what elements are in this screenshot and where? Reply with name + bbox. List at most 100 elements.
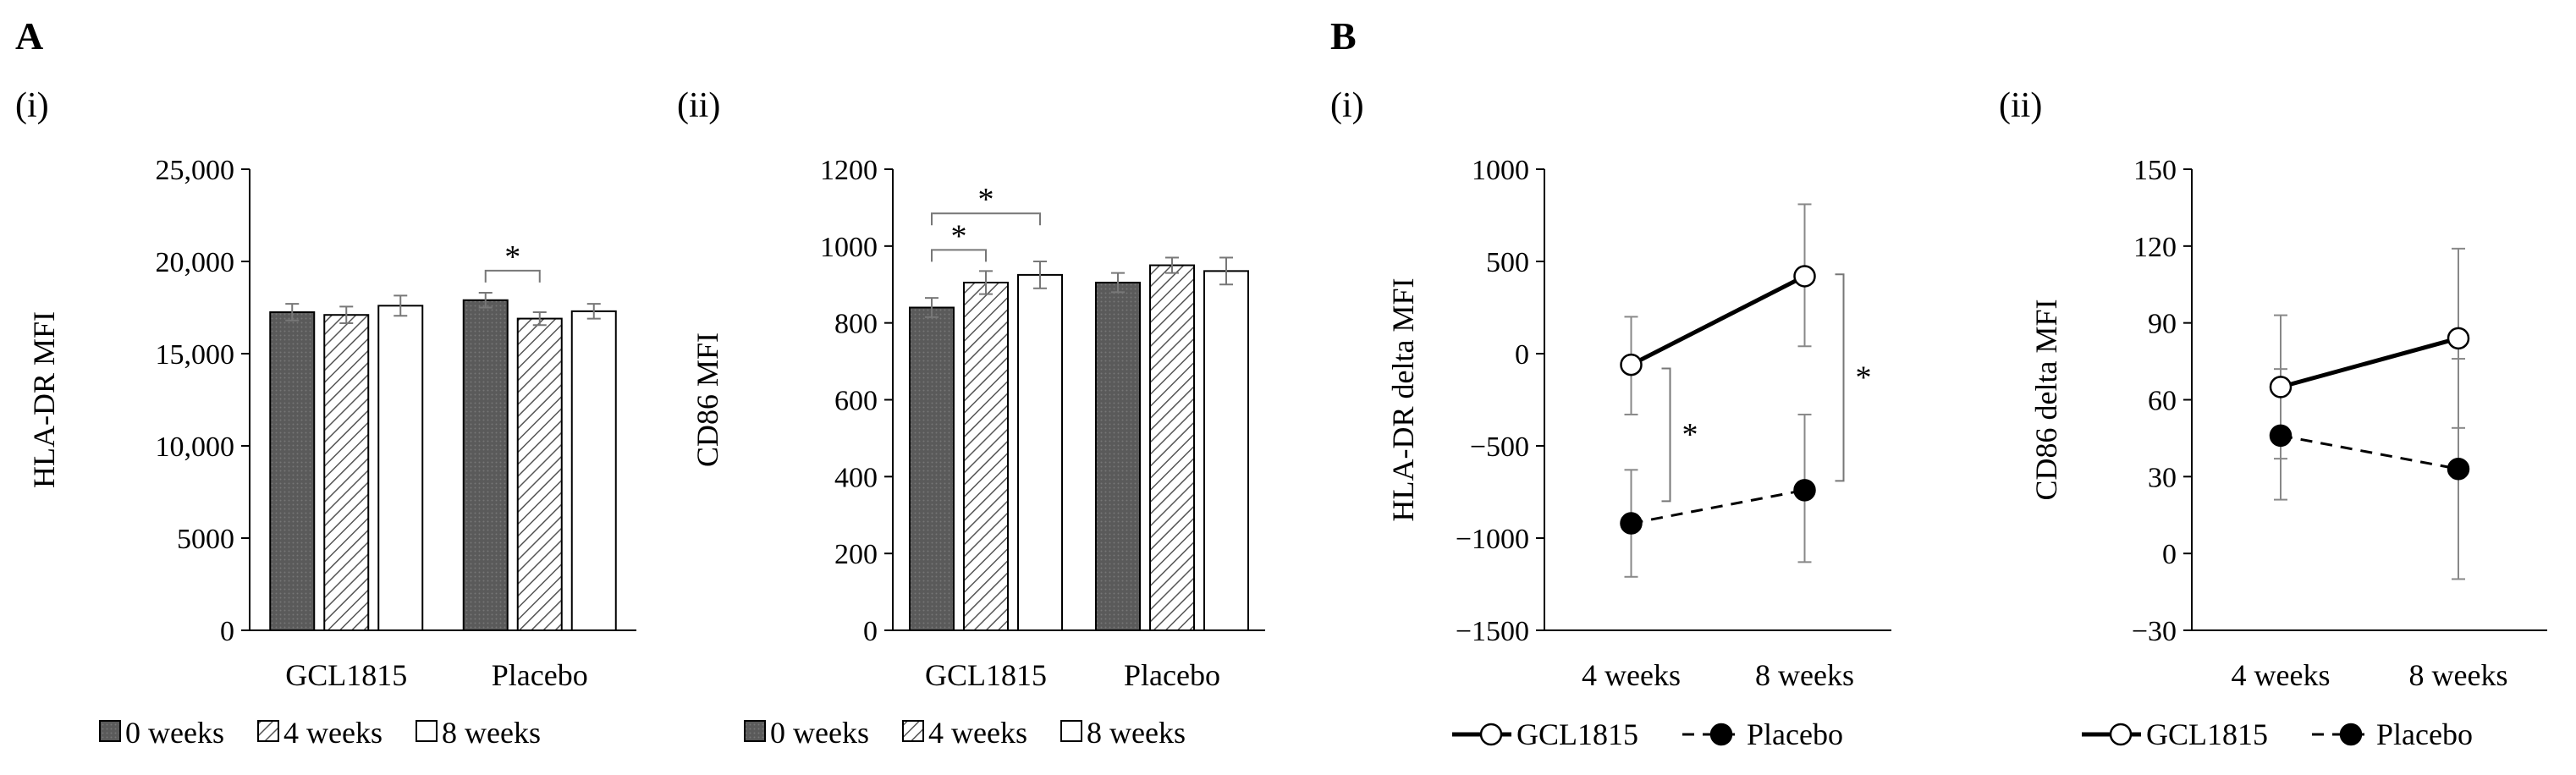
x-category-label: Placebo <box>492 658 588 692</box>
bar <box>323 314 370 631</box>
y-axis-title: CD86 MFI <box>691 333 724 467</box>
series-line <box>1631 488 1805 525</box>
x-category-label: GCL1815 <box>925 658 1047 692</box>
y-tick-label: −1000 <box>1456 524 1529 555</box>
legend-label: Placebo <box>2376 717 2473 751</box>
bar <box>1149 264 1195 631</box>
y-tick-label: 1200 <box>820 155 878 186</box>
y-tick-label: 200 <box>834 539 878 570</box>
significance-bracket <box>1835 273 1845 482</box>
x-category-label: GCL1815 <box>285 658 407 692</box>
bar <box>516 317 563 631</box>
y-tick-label: 1000 <box>1472 155 1529 186</box>
significance-star: * <box>1682 417 1698 453</box>
legend-swatch <box>416 720 438 742</box>
significance-star: * <box>951 218 967 254</box>
sublabel: (i) <box>1330 86 1364 125</box>
y-axis-title: CD86 delta MFI <box>2029 300 2063 501</box>
legend-marker <box>2109 723 2133 746</box>
y-tick-label: 0 <box>2162 539 2177 570</box>
y-tick-label: 20,000 <box>156 247 235 278</box>
legend-swatch <box>902 720 924 742</box>
x-category-label: Placebo <box>1124 658 1220 692</box>
bar <box>1017 273 1063 631</box>
bar <box>570 310 617 631</box>
y-tick-label: 500 <box>1486 247 1529 278</box>
x-category-label: 8 weeks <box>2409 658 2508 692</box>
y-tick-label: 150 <box>2133 155 2177 186</box>
legend-swatch <box>257 720 279 742</box>
sublabel: (i) <box>15 86 49 125</box>
data-point <box>1793 479 1816 502</box>
legend-label: GCL1815 <box>2146 717 2268 751</box>
y-tick-label: 400 <box>834 462 878 493</box>
panel-label-b: B <box>1330 14 1357 58</box>
significance-bracket <box>931 212 1041 226</box>
data-point <box>2447 327 2470 350</box>
data-point <box>2447 458 2470 481</box>
legend-label: 0 weeks <box>125 716 224 750</box>
legend-label: 0 weeks <box>770 716 869 750</box>
series-line <box>2280 336 2459 389</box>
legend-label: 4 weeks <box>283 716 383 750</box>
bar <box>963 281 1009 631</box>
chart-cd86-delta-mfi: (ii) CD86 delta MFI −30 0 30 60 90 120 150 4 week… <box>1999 86 2547 751</box>
bar <box>1203 270 1249 631</box>
y-tick-label: 60 <box>2148 386 2177 417</box>
y-tick-label: 0 <box>863 616 878 647</box>
y-tick-label: 25,000 <box>156 155 235 186</box>
x-category-label: 8 weeks <box>1755 658 1854 692</box>
y-tick-label: 120 <box>2133 232 2177 263</box>
data-point <box>1620 353 1643 377</box>
sublabel: (ii) <box>677 86 720 125</box>
y-tick-label: −1500 <box>1456 616 1529 647</box>
chart-cd86-mfi: (ii) CD86 MFI 0 200 400 600 800 1000 1200 GCL1815… <box>677 86 1265 750</box>
bar <box>269 311 316 631</box>
data-point <box>2269 424 2293 448</box>
y-tick-label: 30 <box>2148 462 2177 493</box>
data-point <box>2269 376 2293 398</box>
data-point <box>1620 512 1643 535</box>
significance-bracket <box>1661 367 1671 503</box>
y-axis-title: HLA-DR MFI <box>27 311 61 488</box>
bar <box>377 305 424 631</box>
significance-star: * <box>978 182 994 217</box>
chart-hla-dr-mfi: (i) HLA-DR MFI 0 5000 10,000 15,000 20,000 25,0… <box>15 86 636 750</box>
series-line <box>1630 274 1806 367</box>
sublabel: (ii) <box>1999 86 2042 125</box>
y-tick-label: 5000 <box>177 524 234 555</box>
series-line <box>2280 434 2459 470</box>
legend-label: 4 weeks <box>928 716 1027 750</box>
data-point <box>1793 265 1816 288</box>
y-tick-label: 0 <box>220 616 234 647</box>
legend-label: Placebo <box>1747 717 1843 751</box>
y-axis-title: HLA-DR delta MFI <box>1386 278 1420 522</box>
y-tick-label: 15,000 <box>156 339 235 371</box>
y-tick-label: 1000 <box>820 232 878 263</box>
bar <box>462 299 509 631</box>
y-tick-label: 90 <box>2148 309 2177 340</box>
x-category-label: 4 weeks <box>1582 658 1681 692</box>
significance-star: * <box>1856 360 1872 395</box>
significance-bracket <box>484 269 541 283</box>
legend-marker <box>2339 723 2363 746</box>
legend-marker <box>1709 723 1733 746</box>
legend-label: GCL1815 <box>1516 717 1638 751</box>
y-tick-label: 10,000 <box>156 431 235 463</box>
legend-label: 8 weeks <box>1087 716 1186 750</box>
panel-label-a: A <box>15 14 43 58</box>
y-tick-label: −500 <box>1470 431 1529 463</box>
legend-swatch <box>1060 720 1082 742</box>
legend-label: 8 weeks <box>442 716 541 750</box>
chart-hla-dr-delta-mfi: (i) HLA-DR delta MFI −1500 −1000 −500 0 500 100… <box>1330 86 1891 751</box>
legend-swatch <box>99 720 121 742</box>
y-tick-label: 0 <box>1515 339 1529 371</box>
y-tick-label: 800 <box>834 309 878 340</box>
bar <box>909 306 955 631</box>
x-category-label: 4 weeks <box>2232 658 2331 692</box>
significance-bracket <box>931 249 987 262</box>
legend-marker <box>1479 723 1503 746</box>
significance-star: * <box>504 239 520 275</box>
y-tick-label: −30 <box>2132 616 2177 647</box>
